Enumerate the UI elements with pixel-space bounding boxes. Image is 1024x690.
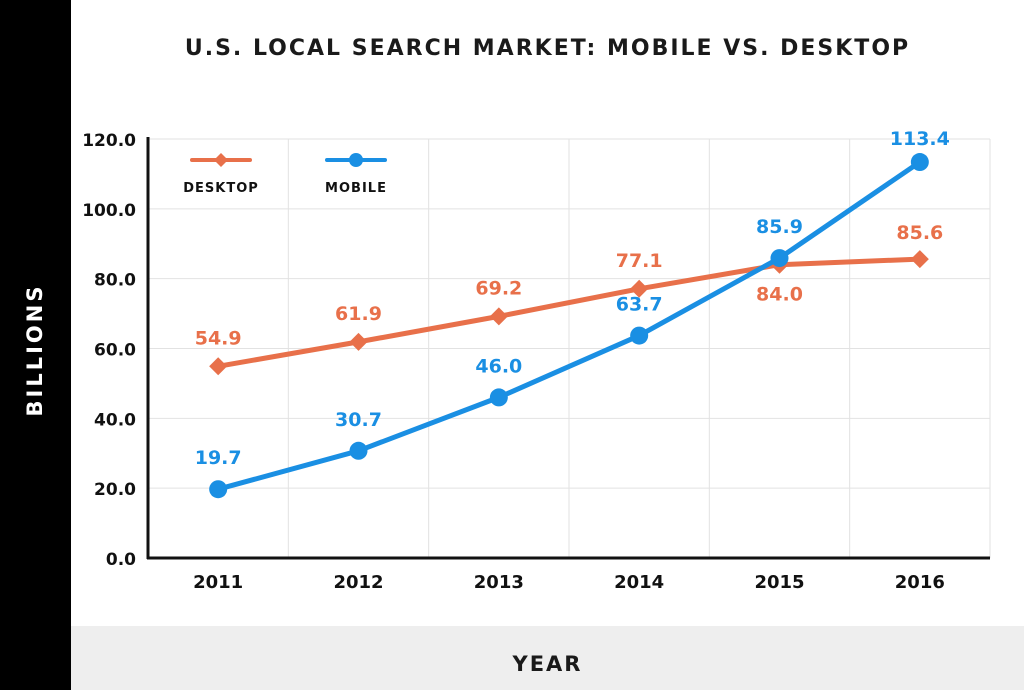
desktop-data-label: 85.6	[896, 222, 943, 244]
legend-mobile-label: MOBILE	[325, 181, 387, 196]
desktop-point	[489, 307, 508, 326]
x-tick-label: 2013	[474, 572, 524, 593]
x-tick-label: 2011	[193, 572, 243, 593]
x-tick-label: 2016	[895, 572, 945, 593]
mobile-point	[910, 153, 929, 172]
mobile-data-label: 63.7	[616, 294, 663, 316]
mobile-point	[209, 480, 228, 499]
x-axis-title-band: YEAR	[71, 626, 1024, 690]
desktop-data-label: 84.0	[756, 284, 803, 306]
legend-mobile-marker	[349, 153, 363, 167]
x-tick-label: 2012	[333, 572, 383, 593]
desktop-point	[630, 279, 649, 298]
y-tick-label: 20.0	[94, 480, 136, 500]
desktop-series-line	[215, 256, 923, 369]
x-tick-label: 2014	[614, 572, 664, 593]
desktop-data-label: 77.1	[616, 250, 663, 272]
legend-desktop-label: DESKTOP	[183, 181, 259, 196]
mobile-data-label: 46.0	[475, 355, 522, 377]
y-tick-label: 0.0	[106, 550, 136, 570]
desktop-point	[349, 332, 368, 351]
desktop-point	[910, 250, 929, 269]
mobile-point	[349, 441, 368, 460]
line-chart: 0.0 20.0 40.0 60.0 80.0 100.0 120.0 2011 2012 201…	[82, 128, 991, 593]
mobile-data-label: 113.4	[890, 128, 950, 150]
mobile-series-line	[215, 159, 923, 492]
legend-desktop-marker	[214, 153, 228, 167]
x-tick-label: 2015	[754, 572, 804, 593]
x-axis-title: YEAR	[512, 652, 583, 676]
mobile-data-label: 30.7	[335, 409, 382, 431]
y-tick-label: 80.0	[94, 271, 136, 291]
mobile-data-label: 19.7	[195, 447, 242, 469]
desktop-data-label: 54.9	[195, 327, 242, 349]
y-tick-label: 100.0	[82, 201, 136, 221]
y-tick-label: 60.0	[94, 341, 136, 361]
mobile-point	[630, 326, 649, 345]
desktop-data-label: 61.9	[335, 303, 382, 325]
desktop-data-label: 69.2	[475, 277, 522, 299]
mobile-point	[770, 249, 789, 268]
mobile-point	[489, 388, 508, 407]
y-tick-label: 120.0	[82, 131, 136, 151]
chart-title: U.S. LOCAL SEARCH MARKET: MOBILE VS. DES…	[184, 36, 911, 61]
sidebar-band: BILLIONS	[0, 0, 71, 690]
mobile-data-label: 85.9	[756, 216, 803, 238]
y-tick-label: 40.0	[94, 410, 136, 430]
desktop-point	[209, 357, 228, 376]
